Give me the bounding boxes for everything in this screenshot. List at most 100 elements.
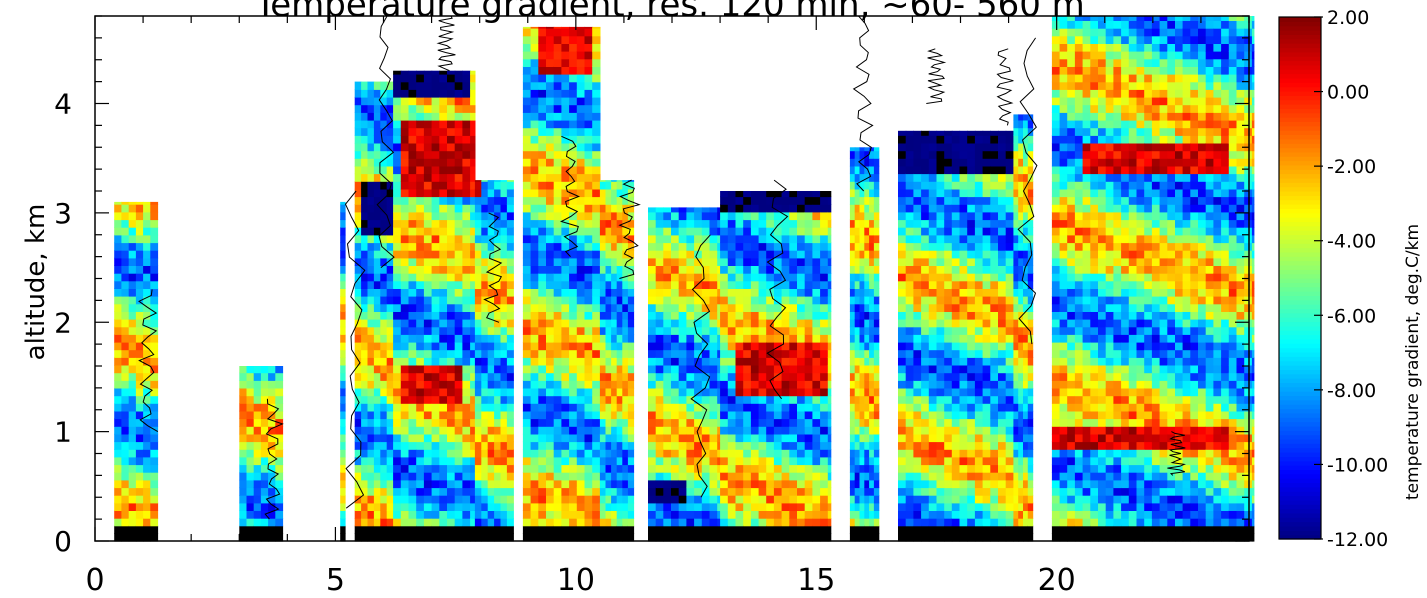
heatmap-cell bbox=[622, 364, 629, 374]
heatmap-cell bbox=[921, 479, 930, 489]
heatmap-cell bbox=[936, 242, 945, 251]
heatmap-cell bbox=[393, 96, 402, 106]
heatmap-cell bbox=[982, 135, 991, 144]
heatmap-cell bbox=[416, 188, 425, 198]
heatmap-cell bbox=[873, 349, 880, 358]
heatmap-cell bbox=[462, 395, 471, 404]
heatmap-cell bbox=[462, 449, 471, 458]
heatmap-cell bbox=[380, 188, 388, 198]
heatmap-cell bbox=[408, 70, 417, 75]
heatmap-cell bbox=[538, 158, 547, 167]
heatmap-cell bbox=[990, 426, 999, 435]
heatmap-cell bbox=[143, 265, 151, 274]
heatmap-cell bbox=[367, 265, 375, 274]
heatmap-cell bbox=[655, 341, 664, 351]
heatmap-cell bbox=[268, 387, 276, 397]
heatmap-cell bbox=[367, 357, 375, 366]
heatmap-cell bbox=[584, 66, 593, 75]
heatmap-cell bbox=[758, 242, 767, 251]
heatmap-cell bbox=[553, 472, 562, 481]
heatmap-cell bbox=[530, 142, 539, 152]
heatmap-cell bbox=[720, 380, 729, 389]
heatmap-cell bbox=[569, 387, 578, 397]
heatmap-cell bbox=[859, 449, 865, 458]
heatmap-cell bbox=[951, 357, 961, 366]
heatmap-cell bbox=[611, 426, 618, 435]
heatmap-cell bbox=[367, 181, 375, 190]
heatmap-cell bbox=[400, 441, 410, 450]
heatmap-cell bbox=[553, 418, 562, 427]
heatmap-cell bbox=[431, 104, 440, 113]
heatmap-cell bbox=[367, 341, 375, 351]
heatmap-cell bbox=[386, 288, 394, 297]
heatmap-cell bbox=[717, 326, 721, 335]
heatmap-cell bbox=[546, 257, 555, 266]
heatmap-cell bbox=[481, 479, 489, 489]
heatmap-cell bbox=[789, 410, 798, 420]
heatmap-cell bbox=[849, 334, 856, 343]
heatmap-cell bbox=[797, 418, 806, 427]
heatmap-cell bbox=[400, 418, 410, 427]
heatmap-cell bbox=[967, 364, 976, 374]
heatmap-cell bbox=[361, 364, 369, 374]
heatmap-cell bbox=[982, 196, 991, 205]
heatmap-cell bbox=[431, 257, 440, 266]
heatmap-cell bbox=[781, 426, 790, 435]
heatmap-cell bbox=[439, 449, 448, 458]
heatmap-cell bbox=[921, 349, 930, 358]
heatmap-cell bbox=[474, 441, 482, 450]
heatmap-cell bbox=[546, 142, 555, 152]
heatmap-cell bbox=[864, 418, 870, 427]
heatmap-cell bbox=[431, 127, 440, 136]
heatmap-cell bbox=[361, 334, 369, 343]
heatmap-cell bbox=[605, 319, 612, 328]
heatmap-cell bbox=[114, 418, 122, 427]
heatmap-cell bbox=[239, 518, 248, 527]
heatmap-cell bbox=[454, 234, 463, 244]
heatmap-cell bbox=[494, 502, 502, 511]
heatmap-cell bbox=[766, 426, 775, 435]
heatmap-cell bbox=[663, 479, 672, 489]
heatmap-cell bbox=[766, 357, 775, 366]
heatmap-cell bbox=[959, 326, 968, 335]
heatmap-cell bbox=[474, 180, 482, 182]
heatmap-cell bbox=[990, 196, 999, 205]
heatmap-cell bbox=[1005, 242, 1014, 251]
heatmap-cell bbox=[386, 433, 394, 443]
heatmap-cell bbox=[789, 510, 798, 519]
heatmap-cell bbox=[849, 387, 856, 397]
heatmap-cell bbox=[423, 112, 433, 121]
heatmap-cell bbox=[750, 472, 760, 481]
heatmap-cell bbox=[454, 188, 463, 198]
heatmap-cell bbox=[990, 326, 999, 335]
heatmap-cell bbox=[974, 158, 984, 167]
heatmap-cell bbox=[905, 426, 914, 435]
heatmap-cell bbox=[494, 464, 502, 473]
heatmap-cell bbox=[686, 510, 695, 519]
heatmap-cell bbox=[804, 387, 813, 397]
heatmap-cell bbox=[797, 288, 806, 297]
heatmap-cell bbox=[789, 495, 798, 504]
heatmap-cell bbox=[538, 265, 547, 274]
heatmap-cell bbox=[655, 518, 664, 527]
heatmap-cell bbox=[720, 288, 729, 297]
heatmap-cell bbox=[750, 533, 760, 542]
heatmap-cell bbox=[584, 265, 593, 274]
heatmap-cell bbox=[447, 334, 456, 343]
heatmap-cell bbox=[487, 464, 495, 473]
heatmap-cell bbox=[553, 341, 562, 351]
heatmap-cell bbox=[506, 257, 514, 266]
heatmap-cell bbox=[553, 426, 562, 435]
heatmap-cell bbox=[1005, 280, 1014, 289]
heatmap-cell bbox=[494, 510, 502, 519]
heatmap-cell bbox=[611, 273, 618, 282]
heatmap-cell bbox=[854, 441, 861, 450]
heatmap-cell bbox=[873, 227, 880, 236]
heatmap-cell bbox=[470, 296, 476, 305]
heatmap-cell bbox=[253, 525, 262, 534]
heatmap-cell bbox=[898, 188, 907, 198]
heatmap-cell bbox=[373, 196, 381, 205]
heatmap-cell bbox=[538, 341, 547, 351]
heatmap-cell bbox=[921, 502, 930, 511]
heatmap-cell bbox=[789, 280, 798, 289]
